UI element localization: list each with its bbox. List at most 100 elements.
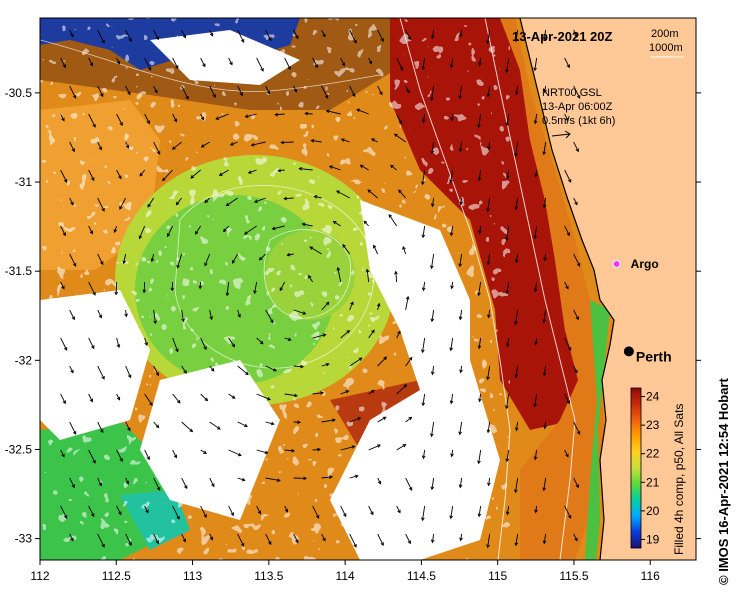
current-vector-head — [264, 450, 269, 455]
current-vector — [88, 281, 96, 296]
current-vector — [167, 225, 174, 237]
current-vector-head — [487, 482, 491, 487]
current-vector — [309, 246, 322, 255]
current-vector-head — [70, 201, 74, 206]
current-vector — [573, 477, 579, 488]
current-vector-head — [155, 424, 160, 429]
current-vector — [162, 169, 173, 181]
current-vector-head — [477, 124, 481, 129]
current-vector — [405, 296, 409, 311]
current-vector — [478, 449, 482, 464]
current-vector — [366, 269, 370, 283]
current-vector-head — [89, 398, 94, 403]
current-vector-head — [430, 486, 435, 491]
current-vector-head — [575, 148, 579, 153]
current-vector — [97, 309, 102, 318]
current-vector — [349, 301, 354, 311]
colorbar-tick-label: 22 — [646, 447, 660, 461]
current-vector-head — [119, 122, 123, 127]
current-vector-head — [155, 36, 159, 41]
current-vector-head — [101, 207, 105, 212]
current-vector-head — [353, 39, 357, 44]
current-vector-head — [287, 66, 291, 71]
current-vector — [60, 113, 65, 121]
x-axis: 112 112.5 113 113.5 114 114.5 115 115.5 116 — [30, 560, 660, 583]
current-vector-head — [478, 398, 482, 403]
current-legend-product: NRT00 GSL — [542, 87, 602, 99]
current-vector-head — [101, 543, 105, 548]
current-vector — [69, 85, 77, 99]
current-vector-head — [146, 120, 150, 125]
y-axis: -30.5 -31 -31.5 -32 -32.5 -33 — [5, 86, 701, 546]
current-vector — [200, 113, 204, 121]
current-vector — [293, 533, 299, 543]
current-legend-time: 13-Apr 06:00Z — [542, 101, 613, 113]
current-vector-head — [397, 330, 401, 335]
current-vector-head — [300, 364, 305, 369]
current-vector — [573, 85, 581, 99]
current-vector — [181, 477, 188, 489]
current-vector-head — [371, 138, 375, 142]
sst-shelf-green — [585, 300, 610, 560]
current-vector-head — [250, 142, 255, 147]
current-vector-head — [458, 263, 462, 268]
current-vector-head — [533, 288, 538, 293]
current-vector-head — [231, 343, 236, 348]
current-vector-head — [430, 433, 434, 438]
current-vector-head — [477, 292, 481, 297]
current-vector — [342, 244, 351, 255]
y-tick-label: -32 — [15, 353, 33, 367]
current-vector — [69, 477, 75, 488]
current-vector-head — [398, 120, 402, 125]
current-vector — [422, 337, 426, 353]
current-vector-head — [218, 172, 223, 176]
current-vector — [69, 29, 74, 37]
current-vector-head — [92, 459, 96, 464]
current-vector — [97, 253, 104, 265]
current-vector — [515, 533, 519, 546]
current-vector — [422, 169, 426, 185]
argo-float-marker — [612, 260, 621, 269]
current-vector — [459, 85, 463, 99]
current-vector — [340, 57, 345, 66]
current-vector-head — [145, 509, 149, 514]
current-vector — [431, 197, 435, 207]
current-vector — [60, 57, 66, 68]
current-vector — [88, 449, 96, 464]
current-vector-head — [514, 321, 518, 326]
eddy-contour-inner — [263, 229, 352, 319]
current-vector-head — [260, 67, 264, 72]
current-vector — [534, 449, 538, 460]
current-vector — [153, 141, 161, 155]
current-vector-head — [574, 33, 578, 38]
current-vector-head — [486, 376, 490, 381]
current-vector-head — [128, 38, 132, 43]
current-vector-head — [486, 208, 490, 213]
current-vector — [544, 421, 547, 429]
current-vector-head — [70, 33, 74, 38]
current-vector — [144, 505, 149, 513]
current-vector-head — [505, 343, 510, 348]
current-vector-head — [98, 482, 103, 487]
current-legend-scale: 0.5m/s (1kt 6h) — [542, 115, 615, 127]
current-vector-head — [273, 368, 277, 372]
current-vector-head — [533, 120, 538, 125]
current-vector — [326, 110, 341, 115]
current-vector — [329, 165, 341, 171]
current-vector — [312, 505, 320, 519]
current-vector-head — [147, 203, 151, 208]
current-vector — [312, 334, 326, 339]
current-vector — [119, 197, 127, 210]
current-vector-head — [542, 151, 546, 156]
current-vector-head — [332, 220, 337, 225]
current-vector-head — [268, 37, 272, 42]
current-vector-head — [156, 487, 161, 491]
current-vector — [116, 505, 122, 515]
colorbar-tick-label: 23 — [646, 418, 660, 432]
current-vector — [573, 365, 578, 373]
current-vector — [153, 365, 159, 376]
current-vector-head — [505, 290, 510, 295]
current-vector — [543, 197, 547, 208]
current-vector-head — [322, 33, 326, 38]
current-vector — [573, 29, 578, 37]
